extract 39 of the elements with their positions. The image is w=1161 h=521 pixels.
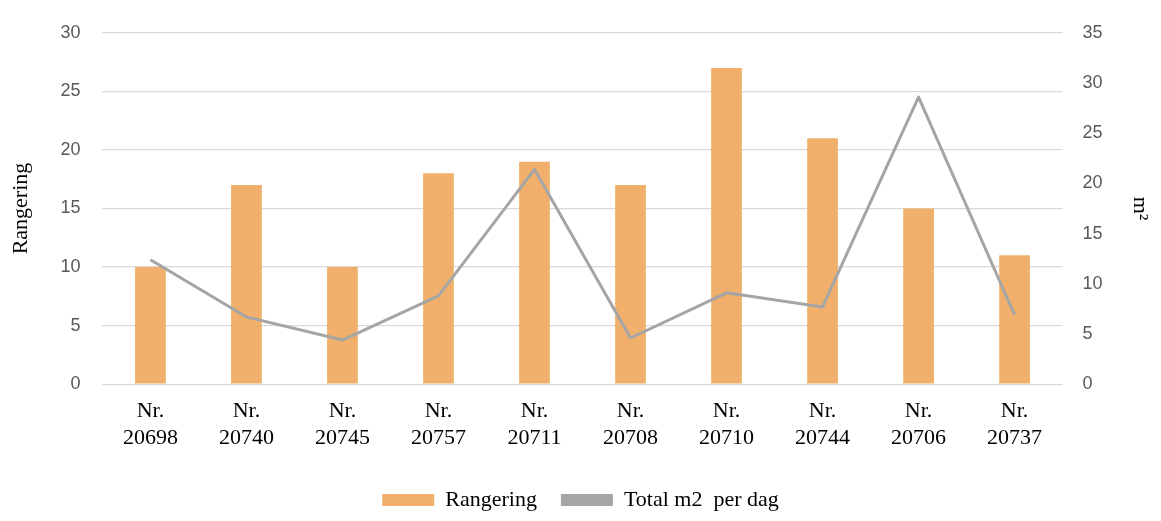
y-tick-label: 20 (60, 138, 81, 159)
y2-axis-title: m² (1129, 196, 1155, 221)
bar (231, 185, 262, 384)
bar (903, 208, 934, 384)
y2-tick-label: 35 (1082, 21, 1103, 42)
x-tick-label: Nr. 20745 (314, 397, 370, 449)
bar (423, 173, 454, 384)
y-tick-label: 30 (60, 21, 81, 42)
x-tick-label: Nr. 20711 (507, 397, 562, 449)
legend-label: Total m2 per dag (623, 485, 779, 511)
y2-tick-label: 20 (1082, 172, 1103, 193)
y2-tick-label: 25 (1082, 122, 1103, 143)
bar (519, 161, 550, 384)
y-tick-label: 15 (60, 197, 81, 218)
x-tick-label: Nr. 20698 (122, 397, 178, 449)
y-axis-title: Rangering (6, 162, 32, 255)
y-tick-label: 5 (70, 314, 81, 335)
bar (327, 267, 358, 384)
y2-tick-label: 5 (1082, 322, 1093, 343)
bar (807, 138, 838, 384)
x-tick-label: Nr. 20706 (891, 397, 947, 449)
y2-tick-label: 15 (1082, 222, 1103, 243)
bar (135, 267, 166, 384)
bar (999, 255, 1030, 384)
bar (615, 185, 646, 384)
y-tick-label: 25 (60, 80, 81, 101)
bar (711, 67, 742, 384)
y2-tick-label: 30 (1082, 71, 1103, 92)
y-tick-label: 0 (70, 373, 81, 394)
x-tick-label: Nr. 20757 (410, 397, 466, 449)
y2-tick-label: 10 (1082, 272, 1103, 293)
y2-tick-label: 0 (1082, 373, 1093, 394)
x-tick-label: Nr. 20744 (795, 397, 851, 449)
x-tick-label: Nr. 20708 (603, 397, 659, 449)
x-tick-label: Nr. 20710 (699, 397, 755, 449)
x-tick-label: Nr. 20737 (987, 397, 1043, 449)
x-tick-label: Nr. 20740 (218, 397, 274, 449)
y-tick-label: 10 (60, 256, 81, 277)
legend-label: Rangering (445, 485, 537, 511)
